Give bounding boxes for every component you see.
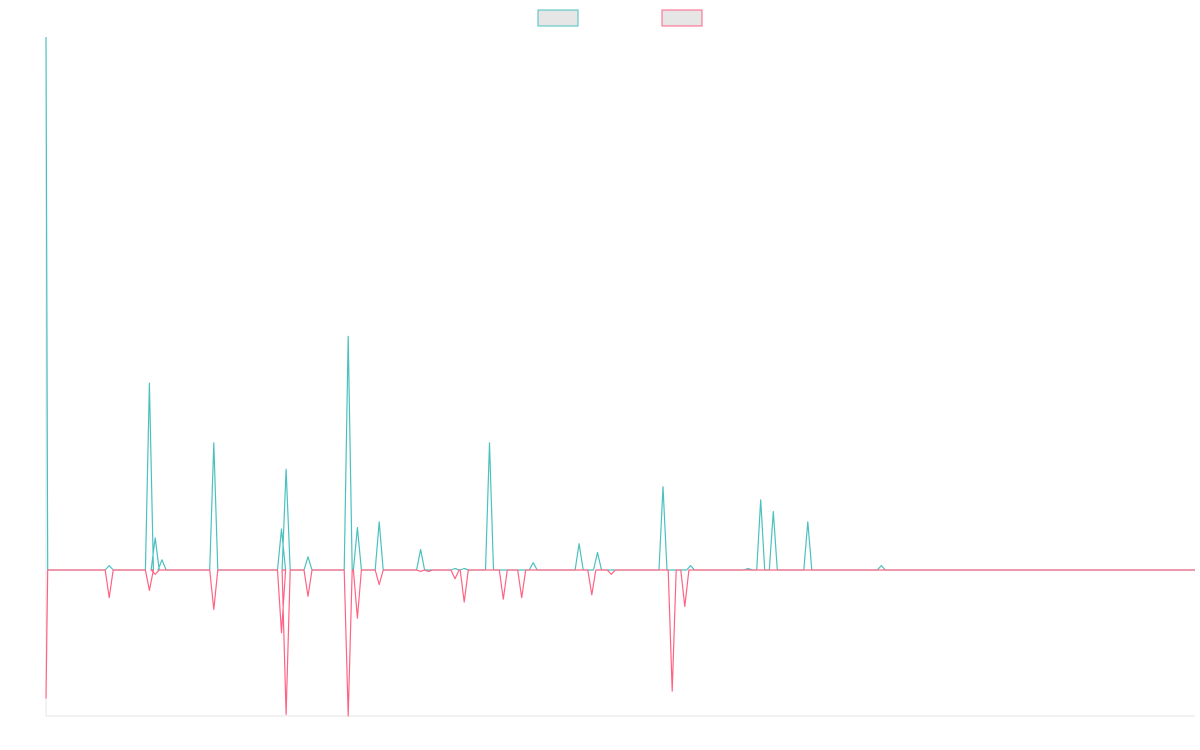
legend-swatch-2 (661, 9, 703, 27)
series-line-2 (45, 569, 1195, 717)
legend-item-2[interactable] (661, 9, 703, 27)
legend-item-1[interactable] (537, 9, 579, 27)
series-layer (45, 36, 1195, 717)
chart-legend[interactable] (537, 9, 703, 27)
chart-axes (45, 37, 1195, 717)
series-line-1 (45, 36, 1195, 571)
legend-swatch-1 (537, 9, 579, 27)
